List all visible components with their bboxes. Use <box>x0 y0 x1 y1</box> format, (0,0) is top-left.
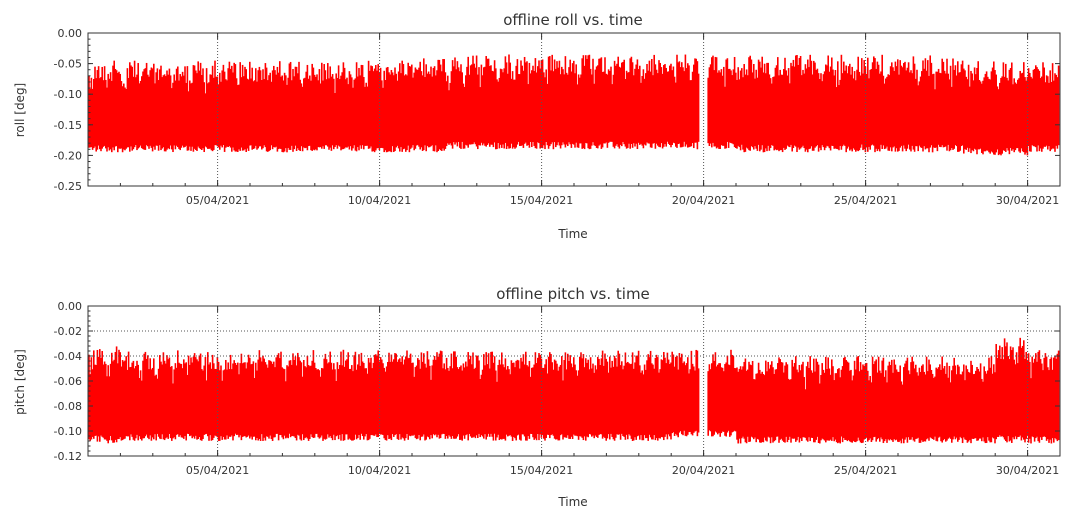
x-axis-label: Time <box>557 495 587 509</box>
y-tick-label: -0.15 <box>54 119 82 132</box>
x-tick-label: 25/04/2021 <box>834 194 897 207</box>
data-series <box>88 337 1060 444</box>
chart-title: offline pitch vs. time <box>496 285 650 303</box>
x-tick-label: 20/04/2021 <box>672 194 735 207</box>
pitch-chart: offline pitch vs. time Time pitch [deg] … <box>13 285 1061 509</box>
x-tick-label: 20/04/2021 <box>672 464 735 477</box>
y-tick-label: -0.10 <box>54 88 82 101</box>
y-tick-label: -0.25 <box>54 180 82 193</box>
chart-title: offline roll vs. time <box>503 11 643 29</box>
x-tick-label: 15/04/2021 <box>510 194 573 207</box>
y-tick-label: 0.00 <box>58 300 83 313</box>
x-axis-label: Time <box>557 227 587 241</box>
y-axis-label: pitch [deg] <box>13 349 27 415</box>
y-tick-label: 0.00 <box>58 27 83 40</box>
y-tick-label: -0.05 <box>54 58 82 71</box>
y-axis-label: roll [deg] <box>13 83 27 137</box>
x-tick-label: 30/04/2021 <box>996 464 1059 477</box>
x-tick-label: 25/04/2021 <box>834 464 897 477</box>
roll-chart: offline roll vs. time Time roll [deg] 0.… <box>13 11 1061 241</box>
y-tick-label: -0.04 <box>54 350 82 363</box>
x-tick-label: 30/04/2021 <box>996 194 1059 207</box>
y-tick-label: -0.10 <box>54 425 82 438</box>
x-tick-label: 15/04/2021 <box>510 464 573 477</box>
y-tick-label: -0.02 <box>54 325 82 338</box>
y-tick-label: -0.08 <box>54 400 82 413</box>
y-tick-label: -0.12 <box>54 450 82 463</box>
x-tick-label: 10/04/2021 <box>348 464 411 477</box>
y-tick-label: -0.20 <box>54 149 82 162</box>
x-tick-label: 05/04/2021 <box>186 464 249 477</box>
x-tick-label: 10/04/2021 <box>348 194 411 207</box>
y-tick-label: -0.06 <box>54 375 82 388</box>
x-tick-label: 05/04/2021 <box>186 194 249 207</box>
data-series <box>88 54 1060 156</box>
